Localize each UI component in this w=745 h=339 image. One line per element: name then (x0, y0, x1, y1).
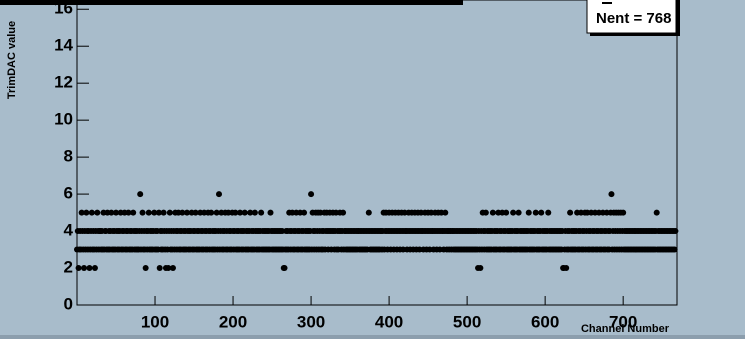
stats-text: Nent = 768 (596, 10, 671, 27)
point (179, 209, 186, 216)
point (672, 228, 679, 235)
plot-area: 0 2 4 6 8 10 12 14 16 100 200 300 400 500 600 700 (54, 0, 679, 331)
point (75, 265, 82, 272)
point (671, 246, 678, 253)
point (538, 209, 545, 216)
point (608, 191, 615, 198)
point (510, 209, 517, 216)
x-tick-label: 700 (609, 312, 637, 331)
point (241, 209, 248, 216)
pad-shadow (0, 335, 745, 339)
x-tick-label: 400 (375, 312, 403, 331)
point (525, 209, 532, 216)
stats-cut-text (602, 2, 612, 4)
point (108, 209, 115, 216)
x-axis-label: Channel Number (581, 323, 670, 335)
point (83, 209, 90, 216)
stats-box (586, 0, 677, 34)
y-tick-label: 6 (64, 184, 73, 203)
y-tick-label: 8 (64, 147, 73, 166)
point (653, 209, 660, 216)
y-tick-label: 2 (64, 258, 73, 277)
point (340, 209, 347, 216)
point (247, 209, 254, 216)
y-axis-label: TrimDAC value (6, 21, 18, 99)
point (563, 265, 570, 272)
y-tick-label: 16 (54, 0, 73, 18)
point (503, 209, 510, 216)
point (151, 209, 158, 216)
x-tick-label: 300 (297, 312, 325, 331)
point (208, 209, 215, 216)
point (192, 209, 199, 216)
point (91, 265, 98, 272)
point (156, 265, 163, 272)
point (482, 209, 489, 216)
point (78, 209, 85, 216)
point (251, 209, 258, 216)
point (94, 209, 101, 216)
point (145, 209, 152, 216)
point (545, 209, 552, 216)
point (88, 209, 95, 216)
x-tick-label: 500 (453, 312, 481, 331)
point (489, 209, 496, 216)
y-tick-label: 12 (54, 73, 73, 92)
point (301, 209, 308, 216)
point (308, 191, 315, 198)
point (532, 209, 539, 216)
x-tick-label: 600 (531, 312, 559, 331)
point (281, 265, 288, 272)
point (237, 209, 244, 216)
point (130, 209, 137, 216)
point (165, 265, 172, 272)
point (86, 265, 93, 272)
point (155, 209, 162, 216)
y-tick-label: 10 (54, 110, 73, 129)
point (267, 209, 274, 216)
point (142, 265, 149, 272)
point (166, 209, 173, 216)
y-tick-label: 4 (64, 221, 74, 240)
point (160, 209, 167, 216)
point (81, 265, 88, 272)
title-box (0, 0, 463, 5)
point (113, 209, 120, 216)
point (477, 265, 484, 272)
x-tick-label: 200 (219, 312, 247, 331)
point (125, 209, 132, 216)
frame (76, 0, 678, 306)
point (232, 209, 239, 216)
point (213, 209, 220, 216)
y-tick-label: 0 (64, 294, 73, 313)
point (216, 191, 223, 198)
y-tick-label: 14 (54, 36, 73, 55)
x-tick-label: 100 (141, 312, 169, 331)
point (137, 191, 144, 198)
point (515, 209, 522, 216)
point (442, 209, 449, 216)
point (620, 209, 627, 216)
point (139, 209, 146, 216)
point (365, 209, 372, 216)
point (567, 209, 574, 216)
point (258, 209, 265, 216)
point (184, 209, 191, 216)
point (169, 265, 176, 272)
